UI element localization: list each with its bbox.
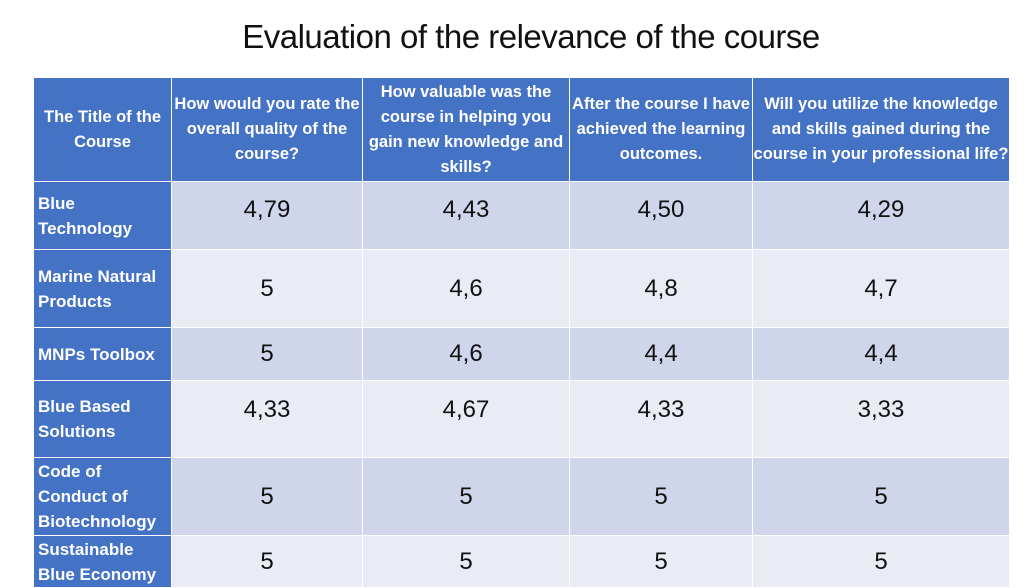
value-cell: 4,8 <box>569 249 753 328</box>
evaluation-table: The Title of the Course How would you ra… <box>33 77 1010 588</box>
value-cell: 5 <box>171 457 363 536</box>
value-cell: 5 <box>569 535 753 588</box>
value-cell: 5 <box>171 249 363 328</box>
table-row: Marine Natural Products 5 4,6 4,8 4,7 <box>33 249 1010 328</box>
value-cell: 5 <box>569 457 753 536</box>
value-cell: 5 <box>362 457 570 536</box>
table-row: Sustainable Blue Economy 5 5 5 5 <box>33 535 1010 588</box>
page-title: Evaluation of the relevance of the cours… <box>242 18 820 55</box>
table-header-row: The Title of the Course How would you ra… <box>33 77 1010 182</box>
value-cell: 4,4 <box>569 327 753 381</box>
value-cell: 5 <box>752 535 1010 588</box>
value-cell: 4,43 <box>362 181 570 250</box>
value-cell: 4,4 <box>752 327 1010 381</box>
course-name: Blue Based Solutions <box>33 380 172 458</box>
table-row: MNPs Toolbox 5 4,6 4,4 4,4 <box>33 327 1010 381</box>
course-name: MNPs Toolbox <box>33 327 172 381</box>
header-overall-quality: How would you rate the overall quality o… <box>171 77 363 182</box>
course-name: Blue Technology <box>33 181 172 250</box>
value-cell: 4,67 <box>362 380 570 458</box>
value-cell: 4,33 <box>171 380 363 458</box>
value-cell: 4,79 <box>171 181 363 250</box>
value-cell: 4,33 <box>569 380 753 458</box>
value-cell: 4,29 <box>752 181 1010 250</box>
value-cell: 3,33 <box>752 380 1010 458</box>
header-knowledge-value: How valuable was the course in helping y… <box>362 77 570 182</box>
header-course-title: The Title of the Course <box>33 77 172 182</box>
table-row: Blue Technology 4,79 4,43 4,50 4,29 <box>33 181 1010 250</box>
value-cell: 5 <box>752 457 1010 536</box>
table-row: Code of Conduct of Biotechnology 5 5 5 5 <box>33 457 1010 536</box>
value-cell: 5 <box>362 535 570 588</box>
value-cell: 4,6 <box>362 249 570 328</box>
value-cell: 4,50 <box>569 181 753 250</box>
value-cell: 4,7 <box>752 249 1010 328</box>
course-name: Code of Conduct of Biotechnology <box>33 457 172 536</box>
header-learning-outcomes: After the course I have achieved the lea… <box>569 77 753 182</box>
header-utilize-skills: Will you utilize the knowledge and skill… <box>752 77 1010 182</box>
value-cell: 4,6 <box>362 327 570 381</box>
course-name: Marine Natural Products <box>33 249 172 328</box>
value-cell: 5 <box>171 535 363 588</box>
value-cell: 5 <box>171 327 363 381</box>
course-name: Sustainable Blue Economy <box>33 535 172 588</box>
table-row: Blue Based Solutions 4,33 4,67 4,33 3,33 <box>33 380 1010 458</box>
